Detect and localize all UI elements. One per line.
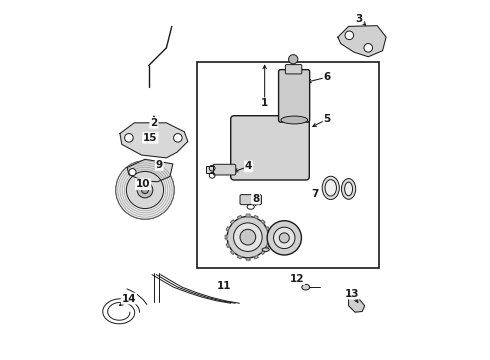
Polygon shape — [226, 227, 229, 231]
Circle shape — [129, 168, 136, 176]
Circle shape — [273, 227, 295, 249]
Text: 3: 3 — [356, 14, 363, 23]
Polygon shape — [231, 251, 235, 255]
Circle shape — [126, 171, 164, 208]
Text: 2: 2 — [150, 118, 157, 128]
Text: 14: 14 — [122, 294, 136, 303]
Polygon shape — [269, 235, 270, 239]
FancyBboxPatch shape — [231, 116, 309, 180]
Ellipse shape — [281, 116, 308, 124]
Polygon shape — [238, 216, 242, 219]
Polygon shape — [231, 220, 235, 224]
Polygon shape — [266, 243, 270, 247]
FancyBboxPatch shape — [285, 64, 302, 74]
Circle shape — [267, 221, 301, 255]
Polygon shape — [127, 159, 173, 182]
Text: 13: 13 — [345, 289, 360, 298]
Polygon shape — [348, 297, 365, 312]
Ellipse shape — [322, 176, 339, 199]
Ellipse shape — [342, 179, 356, 199]
Polygon shape — [254, 216, 258, 219]
Ellipse shape — [262, 248, 270, 251]
Text: 10: 10 — [136, 179, 150, 189]
FancyBboxPatch shape — [240, 195, 262, 204]
Polygon shape — [261, 220, 265, 224]
Polygon shape — [120, 123, 188, 158]
Circle shape — [234, 223, 262, 251]
Text: 4: 4 — [245, 161, 252, 171]
Bar — [197, 62, 379, 267]
Ellipse shape — [344, 182, 352, 196]
Polygon shape — [226, 243, 229, 247]
Circle shape — [124, 134, 133, 142]
Circle shape — [116, 161, 174, 219]
Text: 5: 5 — [323, 114, 331, 124]
Ellipse shape — [302, 284, 310, 290]
Polygon shape — [246, 258, 249, 260]
Circle shape — [279, 233, 289, 243]
Circle shape — [137, 182, 153, 198]
Text: 12: 12 — [290, 274, 304, 284]
Circle shape — [240, 229, 256, 245]
Polygon shape — [246, 215, 249, 217]
Polygon shape — [254, 256, 258, 259]
Polygon shape — [338, 26, 386, 57]
Text: 9: 9 — [156, 160, 163, 170]
Text: 1: 1 — [261, 98, 268, 108]
Circle shape — [289, 55, 298, 64]
Circle shape — [142, 186, 148, 194]
Circle shape — [227, 216, 269, 258]
Bar — [206, 166, 213, 173]
FancyBboxPatch shape — [279, 69, 310, 122]
Polygon shape — [238, 256, 242, 259]
FancyBboxPatch shape — [213, 164, 236, 175]
Circle shape — [364, 44, 372, 52]
Text: 6: 6 — [323, 72, 331, 82]
Text: 8: 8 — [252, 194, 259, 203]
Polygon shape — [225, 235, 227, 239]
Polygon shape — [261, 251, 265, 255]
Circle shape — [173, 134, 182, 142]
Text: 11: 11 — [216, 282, 231, 292]
Ellipse shape — [325, 180, 337, 196]
Text: 7: 7 — [311, 189, 318, 199]
Polygon shape — [266, 227, 270, 231]
Text: 15: 15 — [143, 133, 158, 143]
Circle shape — [345, 31, 354, 40]
